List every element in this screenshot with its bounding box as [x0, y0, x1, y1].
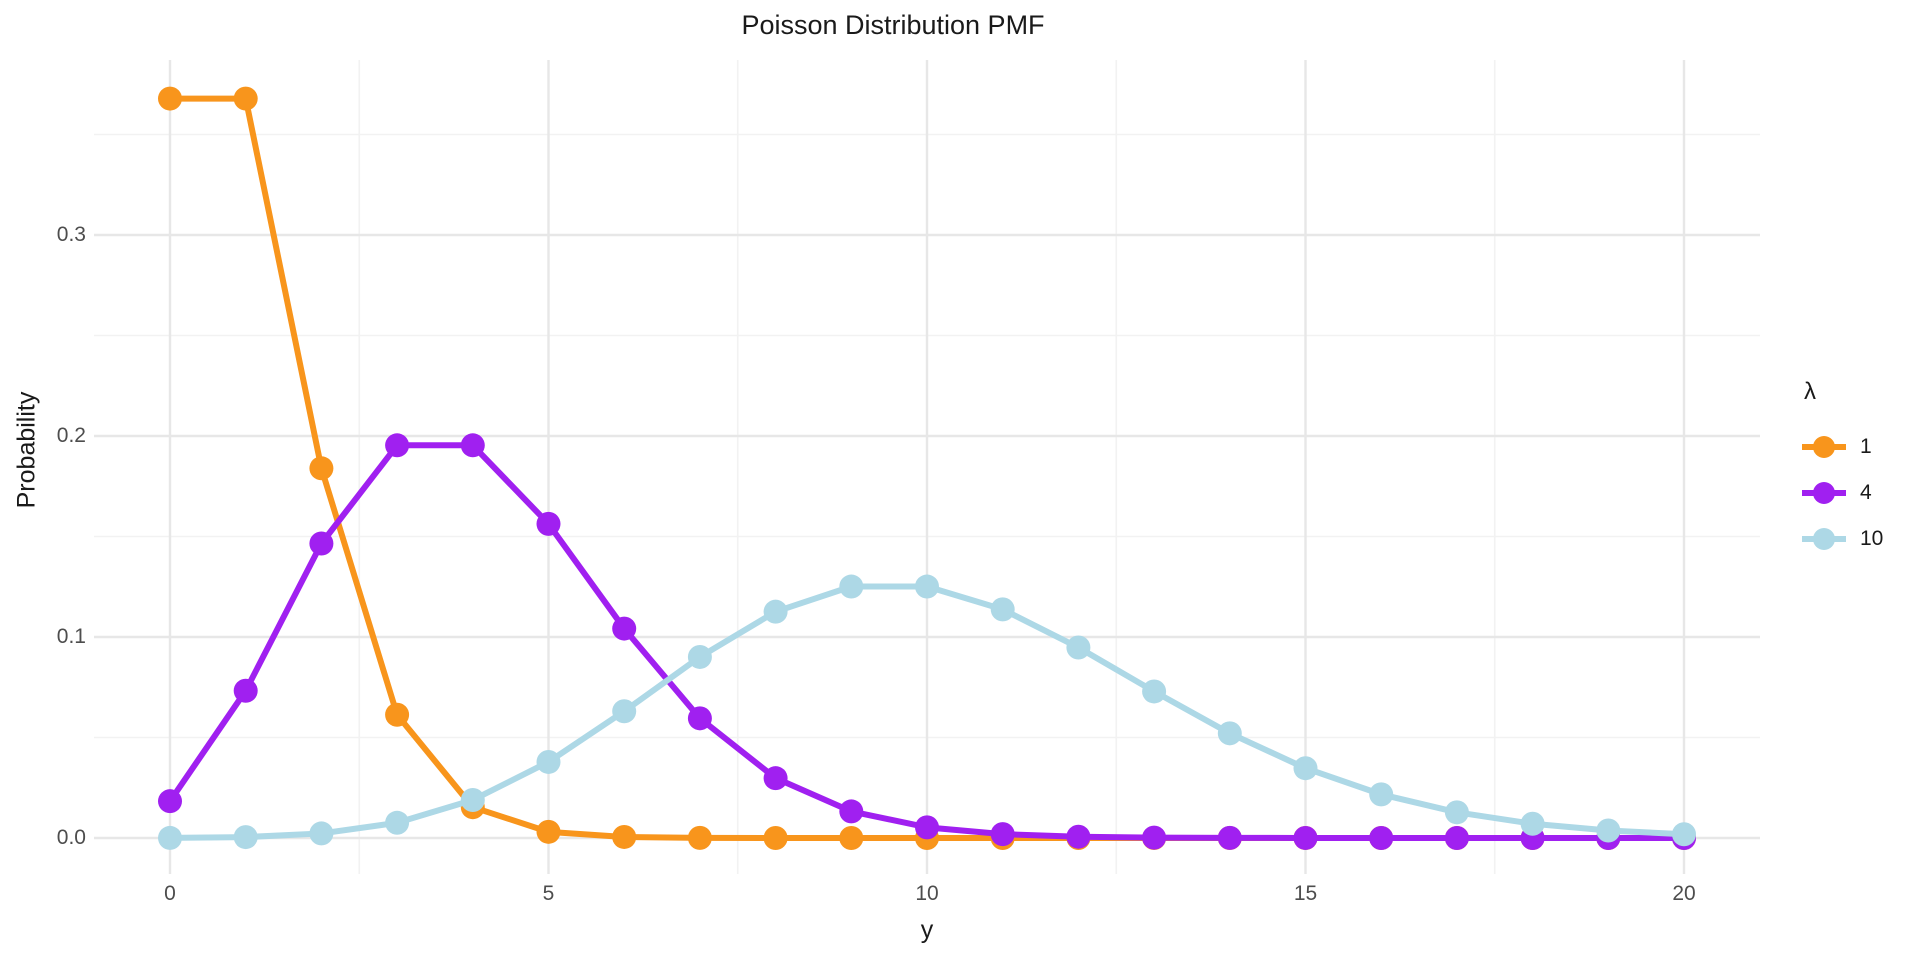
y-tick-label: 0.1	[56, 625, 86, 648]
legend-label: 1	[1860, 435, 1872, 458]
legend-item-lambda-1: 1	[1800, 424, 1883, 470]
y-tick-label: 0.2	[56, 424, 86, 447]
y-axis-title: Probability	[12, 391, 41, 509]
legend-label: 4	[1860, 481, 1872, 504]
y-tick-label: 0.3	[56, 223, 86, 246]
legend-item-lambda-10: 10	[1800, 516, 1883, 562]
x-tick-label: 0	[164, 882, 176, 905]
legend-key-icon	[1802, 528, 1846, 550]
legend-title: λ	[1804, 378, 1816, 405]
legend-label: 10	[1860, 527, 1884, 550]
legend: λ 1 4 10	[1800, 378, 1883, 562]
x-axis-title: y	[920, 916, 934, 944]
legend-key-icon	[1802, 436, 1846, 458]
chart-title: Poisson Distribution PMF	[741, 10, 1045, 40]
x-tick-label: 5	[542, 882, 555, 905]
x-tick-label: 15	[1293, 882, 1318, 905]
x-tick-label: 20	[1672, 882, 1696, 905]
x-tick-label: 10	[915, 882, 939, 905]
legend-key-icon	[1802, 482, 1846, 504]
y-tick-label: 0.0	[56, 826, 86, 849]
legend-item-lambda-4: 4	[1800, 470, 1883, 516]
